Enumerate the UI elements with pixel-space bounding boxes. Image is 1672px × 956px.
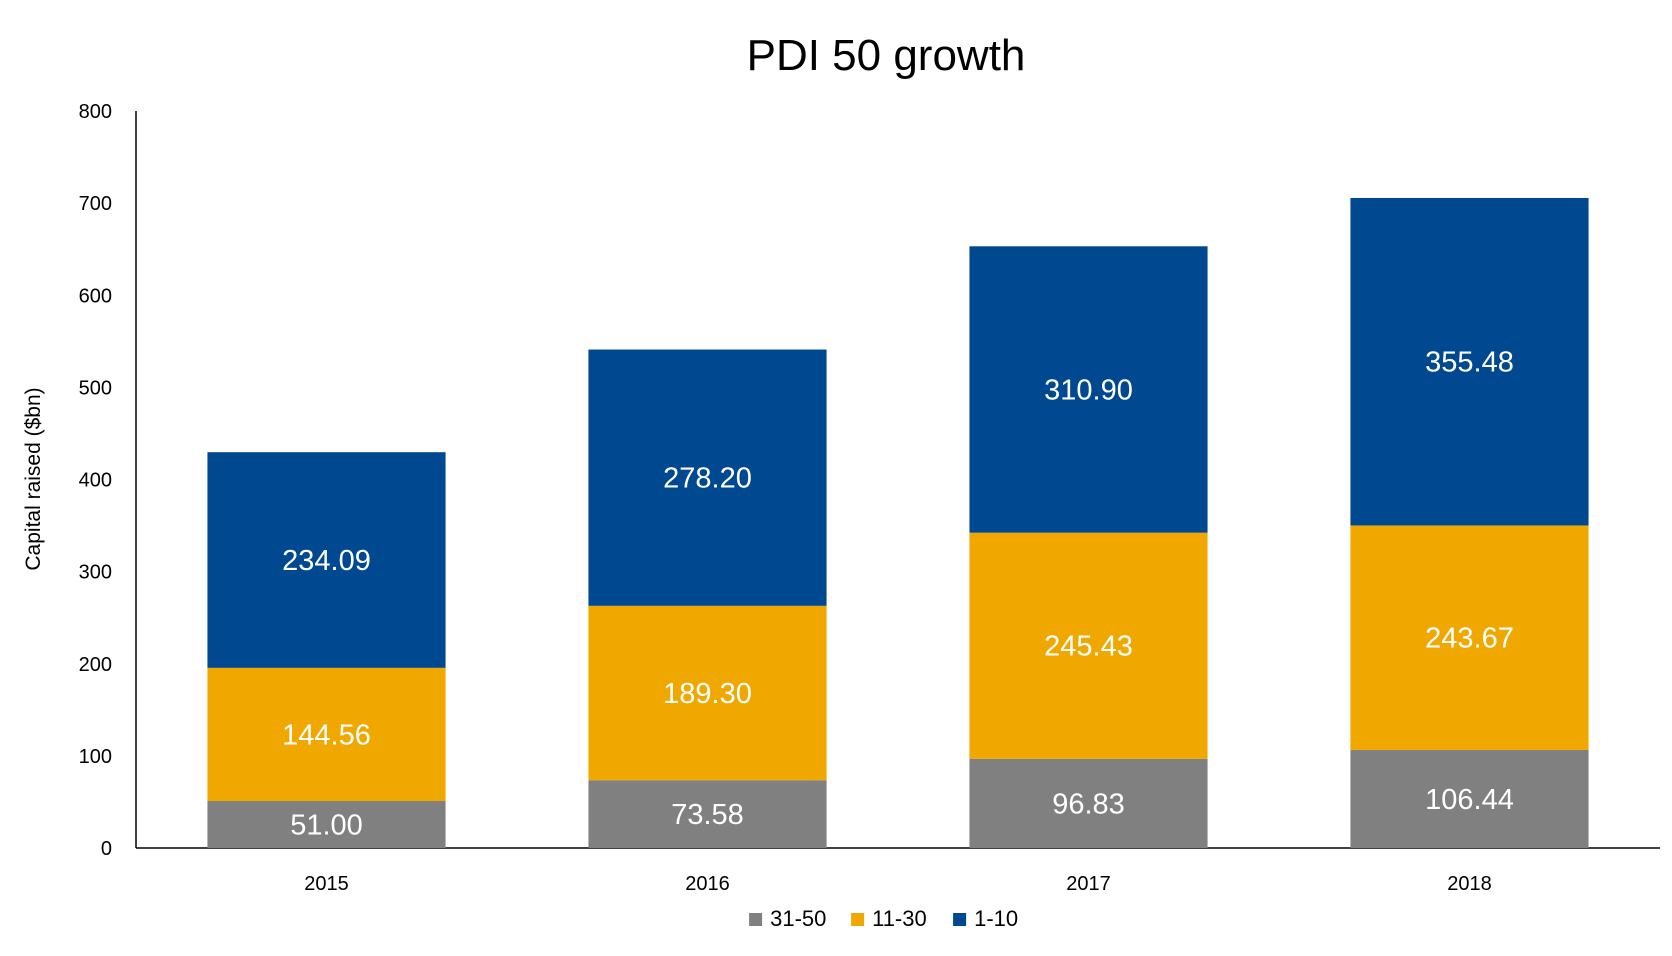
data-label: 144.56: [282, 719, 371, 751]
data-label: 278.20: [663, 463, 752, 495]
legend-swatch-11-30: [851, 913, 865, 926]
x-tick-label: 2018: [1447, 873, 1492, 895]
legend-swatch-1-10: [953, 913, 967, 926]
data-label: 245.43: [1044, 631, 1133, 663]
y-axis-title: Capital raised ($bn): [22, 387, 45, 570]
y-tick-label: 400: [79, 470, 112, 492]
bar-segment-11-30-2018: [1350, 525, 1589, 750]
bar-segment-31-50-2016: [588, 780, 827, 848]
bar-segment-1-10-2018: [1350, 197, 1589, 526]
bar-segment-31-50-2015: [207, 801, 446, 848]
y-tick-label: 100: [79, 746, 112, 768]
y-tick-label: 200: [79, 654, 112, 676]
bars: [207, 197, 1589, 848]
bar-segment-31-50-2017: [969, 758, 1208, 848]
data-label: 243.67: [1425, 623, 1514, 655]
x-tick-label: 2015: [304, 873, 349, 895]
data-label: 234.09: [282, 545, 371, 577]
bar-segment-1-10-2016: [588, 349, 827, 606]
y-axis: 0 100 200 300 400 500 600 700 800 Capital raised …: [22, 101, 137, 860]
x-tick-label: 2016: [685, 873, 730, 895]
x-axis: 2015 2016 2017 2018: [136, 847, 1660, 895]
legend-label: 1-10: [974, 906, 1018, 931]
y-tick-label: 300: [79, 562, 112, 584]
legend-label: 31-50: [770, 906, 826, 931]
bar-segment-1-10-2017: [969, 246, 1208, 533]
bar-segment-1-10-2015: [207, 452, 446, 668]
legend: 31-50 11-30 1-10: [749, 906, 1018, 931]
data-label: 310.90: [1044, 374, 1133, 406]
data-labels: 51.00 144.56 234.09 73.58 189.30 278.20 96.83 2…: [282, 347, 1514, 842]
data-label: 189.30: [663, 678, 752, 710]
legend-label: 11-30: [872, 906, 927, 931]
x-tick-label: 2017: [1066, 873, 1111, 895]
y-tick-label: 600: [79, 285, 112, 307]
bar-segment-11-30-2015: [207, 667, 446, 802]
data-label: 96.83: [1052, 788, 1125, 820]
data-label: 73.58: [671, 799, 744, 831]
bar-segment-11-30-2017: [969, 532, 1208, 759]
data-label: 355.48: [1425, 347, 1514, 379]
bar-segment-11-30-2016: [588, 605, 827, 781]
legend-swatch-31-50: [749, 913, 763, 926]
y-tick-label: 0: [101, 838, 112, 860]
data-label: 51.00: [290, 810, 363, 842]
y-tick-label: 500: [79, 377, 112, 399]
chart-title: PDI 50 growth: [747, 31, 1026, 80]
y-tick-label: 700: [79, 193, 112, 215]
y-tick-label: 800: [79, 101, 112, 123]
data-label: 106.44: [1425, 784, 1514, 816]
bar-segment-31-50-2018: [1350, 749, 1589, 848]
